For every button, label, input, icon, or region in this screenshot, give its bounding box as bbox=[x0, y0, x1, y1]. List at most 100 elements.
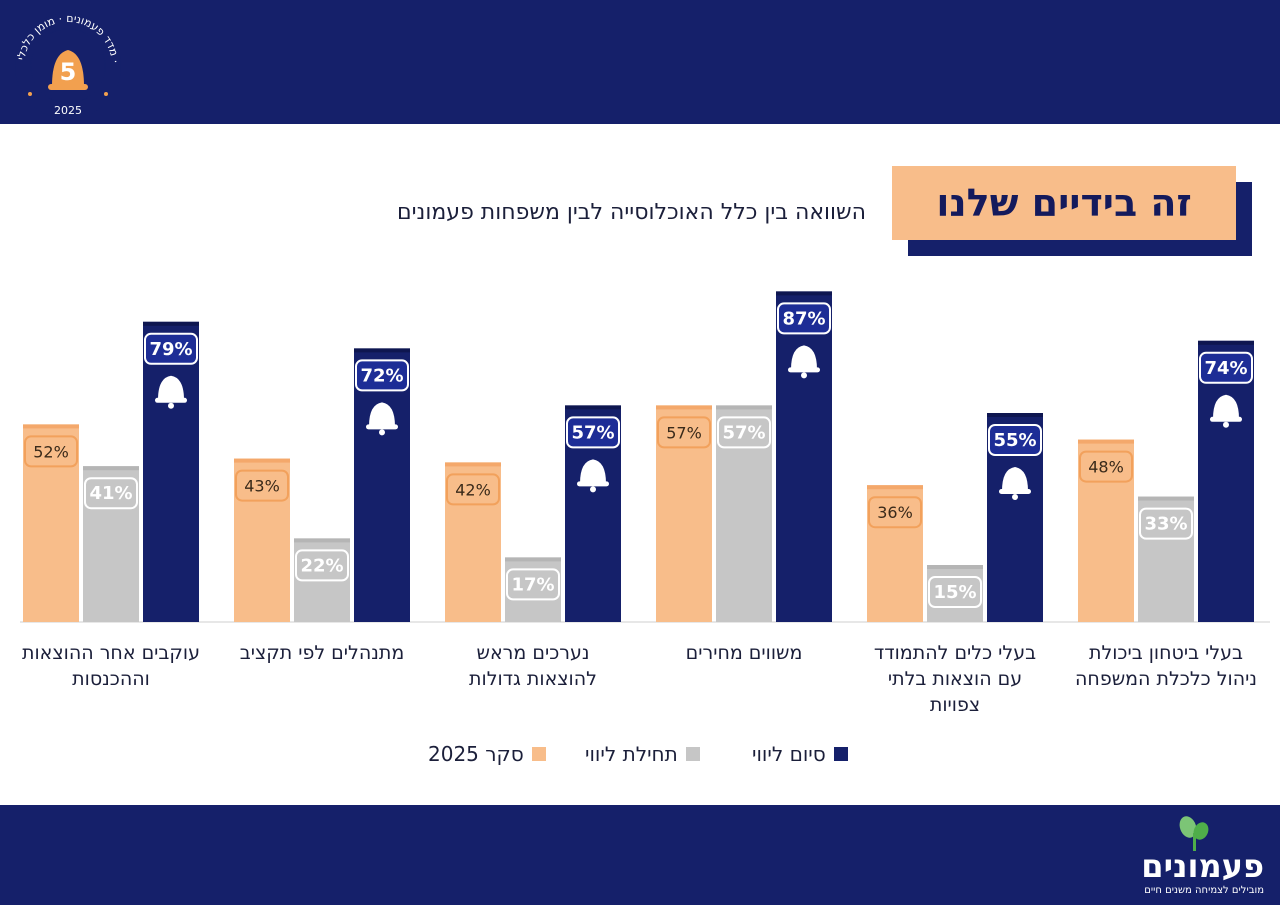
bar-top bbox=[565, 405, 621, 410]
bell-body bbox=[1002, 467, 1028, 491]
bar-top bbox=[23, 424, 79, 429]
bell-body bbox=[580, 459, 606, 484]
bell-body bbox=[791, 345, 817, 370]
value-label: 22% bbox=[300, 555, 343, 576]
value-label: 33% bbox=[1144, 514, 1187, 535]
bar-top bbox=[867, 485, 923, 490]
brand-tagline: מובילים לצמיחה משנים חיים bbox=[1144, 885, 1264, 896]
value-label: 87% bbox=[782, 308, 825, 329]
leaf-icon bbox=[1179, 816, 1209, 851]
bell-body bbox=[369, 402, 395, 427]
bar-top bbox=[445, 462, 501, 467]
value-label-box bbox=[657, 416, 711, 449]
survey-badge-logo: 5 מדד פעמונים · מומן כלכלי · 2025 bbox=[12, 10, 124, 122]
value-label: 74% bbox=[1204, 358, 1247, 379]
bell-body bbox=[158, 375, 184, 400]
category-label: מתנהלים לפי תקציב bbox=[222, 640, 422, 666]
legend-swatch-orange bbox=[531, 747, 546, 761]
bar-end bbox=[354, 348, 410, 622]
category-label-line: וההכנסות bbox=[72, 668, 150, 690]
bar-top bbox=[294, 538, 350, 543]
category-label-line: משווים מחירים bbox=[685, 642, 803, 664]
legend-item-end: סיום ליווי bbox=[752, 742, 848, 766]
bottom-band bbox=[0, 805, 1280, 905]
value-label-box bbox=[1199, 351, 1253, 384]
value-label: 79% bbox=[149, 339, 192, 360]
bar-top bbox=[927, 565, 983, 569]
bar-top bbox=[1138, 496, 1194, 501]
bell-icon bbox=[577, 459, 609, 493]
category-label: עוקבים אחר ההוצאות וההכנסות bbox=[11, 640, 211, 692]
bell-icon bbox=[1210, 394, 1242, 428]
bell-clapper bbox=[1223, 421, 1229, 428]
category-label: נערכים מראש להוצאות גדולות bbox=[433, 640, 633, 692]
bar-top bbox=[143, 321, 199, 326]
bell-clapper bbox=[590, 486, 596, 493]
page-subtitle: השוואה בין כלל האוכלוסייה לבין משפחות פע… bbox=[397, 200, 866, 225]
legend-swatch-gray bbox=[685, 747, 700, 761]
value-label-box bbox=[928, 576, 982, 608]
value-label-box bbox=[777, 302, 831, 335]
bell-clapper bbox=[168, 402, 174, 409]
bar-chart: 48% 33% 74% 36% 15% 55% 57% 57% 87% 42% 17% 57% 43% 2… bbox=[20, 291, 1270, 623]
value-label: 57% bbox=[722, 422, 765, 443]
value-label: 17% bbox=[511, 574, 554, 595]
brand-name: פעמונים bbox=[1141, 847, 1264, 885]
legend-swatch-navy bbox=[833, 747, 848, 761]
bell-clapper bbox=[801, 372, 807, 379]
bell-rim bbox=[577, 481, 609, 487]
value-label: 57% bbox=[571, 422, 614, 443]
category-label: משווים מחירים bbox=[644, 640, 844, 666]
category-label-line: בעלי כלים להתמודד bbox=[873, 642, 1037, 664]
value-label: 42% bbox=[455, 480, 491, 499]
bar-top bbox=[354, 348, 410, 353]
value-label-box bbox=[295, 549, 349, 582]
legend-label-start: תחילת ליווי bbox=[585, 742, 678, 766]
bell-rim bbox=[1210, 416, 1242, 422]
value-label: 43% bbox=[244, 477, 280, 496]
value-label: 36% bbox=[877, 503, 913, 522]
bar-top bbox=[234, 458, 290, 463]
value-label-box bbox=[506, 568, 560, 601]
value-label: 41% bbox=[89, 483, 132, 504]
value-label-box bbox=[717, 416, 771, 449]
legend-item-start: תחילת ליווי bbox=[585, 742, 700, 766]
bar-top bbox=[1078, 439, 1134, 444]
category-label-line: מתנהלים לפי תקציב bbox=[239, 642, 405, 664]
category-label-line: בעלי ביטחון ביכולת bbox=[1088, 642, 1244, 664]
chart-legend: סיום ליווי תחילת ליווי סקר 2025 bbox=[0, 742, 1280, 770]
badge-number: 5 bbox=[60, 58, 77, 86]
value-label-box bbox=[1079, 450, 1133, 483]
category-label: בעלי ביטחון ביכולת ניהול כלכלת המשפחה bbox=[1066, 640, 1266, 692]
category-label: בעלי כלים להתמודד עם הוצאות בלתי צפויות bbox=[855, 640, 1055, 718]
bell-body bbox=[1213, 394, 1239, 419]
value-label: 15% bbox=[933, 582, 976, 603]
bell-icon bbox=[52, 50, 84, 86]
category-label-line: עוקבים אחר ההוצאות bbox=[22, 642, 200, 664]
legend-label-end: סיום ליווי bbox=[752, 742, 826, 766]
value-label-box bbox=[24, 435, 78, 468]
top-band bbox=[0, 0, 1280, 124]
category-label-line: נערכים מראש bbox=[476, 642, 590, 664]
bar-top bbox=[716, 405, 772, 410]
value-label: 55% bbox=[993, 430, 1036, 451]
bell-rim bbox=[999, 489, 1031, 494]
bar-top bbox=[987, 413, 1043, 417]
bell-rim bbox=[788, 367, 820, 373]
value-label-box bbox=[868, 496, 922, 529]
legend-item-survey: סקר 2025 bbox=[428, 742, 546, 766]
value-label-box bbox=[1139, 507, 1193, 540]
bar-end bbox=[1198, 340, 1254, 622]
value-label-box bbox=[446, 473, 500, 506]
bell-icon bbox=[999, 467, 1031, 500]
bar-top bbox=[1198, 340, 1254, 345]
bar-top bbox=[776, 291, 832, 296]
bell-rim bbox=[366, 424, 398, 430]
category-label-line: להוצאות גדולות bbox=[469, 668, 597, 690]
category-label-line: ניהול כלכלת המשפחה bbox=[1075, 668, 1257, 690]
category-label-line: צפויות bbox=[929, 694, 981, 716]
bell-icon bbox=[788, 345, 820, 379]
bar-top bbox=[656, 405, 712, 410]
value-label: 72% bbox=[360, 365, 403, 386]
brand-logo: פעמונים מובילים לצמיחה משנים חיים bbox=[1124, 815, 1264, 900]
